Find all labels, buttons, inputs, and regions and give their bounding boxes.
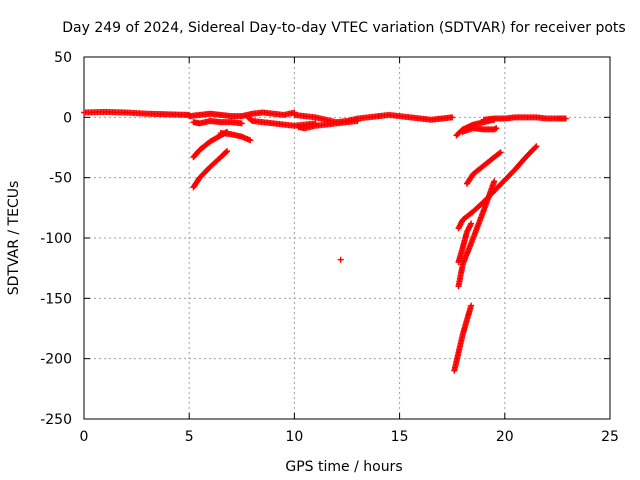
y-tick-label: 0 [63, 110, 72, 126]
data-point [532, 144, 539, 151]
plot-frame [83, 56, 611, 420]
y-tick-label: -50 [49, 171, 72, 187]
data-point [496, 150, 503, 157]
y-tick-label: -150 [40, 291, 72, 307]
data-points [81, 108, 569, 374]
data-point [337, 256, 344, 263]
x-tick-label: 5 [185, 429, 194, 445]
data-point [491, 116, 498, 123]
x-tick-label: 15 [391, 429, 409, 445]
data-point [493, 125, 500, 132]
data-point [491, 178, 498, 185]
data-point [354, 117, 361, 124]
grid-lines [84, 57, 610, 419]
y-tick-label: -250 [40, 412, 72, 428]
data-point [468, 302, 475, 309]
y-axis-label: SDTVAR / TECUs [6, 181, 22, 296]
data-point [238, 120, 245, 127]
data-point [224, 148, 231, 155]
data-point [562, 115, 569, 122]
chart-title: Day 249 of 2024, Sidereal Day-to-day VTE… [62, 20, 625, 36]
y-tick-label: 50 [54, 50, 72, 66]
x-tick-label: 20 [496, 429, 514, 445]
x-tick-label: 10 [285, 429, 303, 445]
data-point [533, 143, 540, 150]
data-point [223, 149, 230, 156]
x-axis-label: GPS time / hours [285, 459, 402, 475]
x-tick-label: 25 [601, 429, 619, 445]
data-point [247, 137, 254, 144]
data-point [449, 114, 456, 121]
axis-ticks: 0 5 10 15 20 25 50 0 -50 -100 -150 -200 -250 [40, 50, 619, 445]
y-tick-label: -100 [40, 231, 72, 247]
x-tick-label: 0 [80, 429, 89, 445]
data-point [468, 220, 475, 227]
y-tick-label: -200 [40, 352, 72, 368]
data-point [497, 149, 504, 156]
